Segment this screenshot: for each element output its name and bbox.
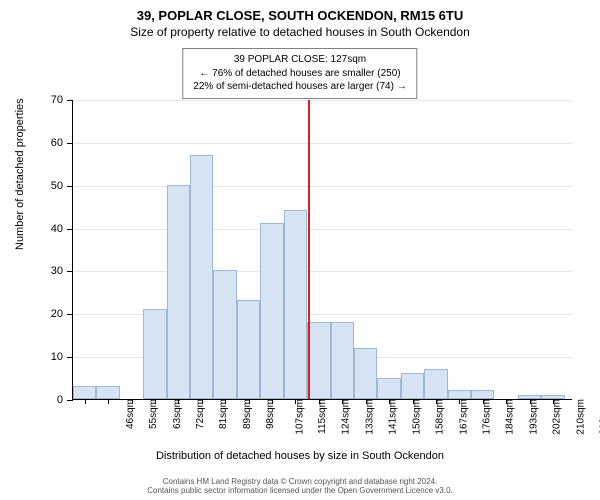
grid-line	[73, 143, 572, 144]
chart-container: 39, POPLAR CLOSE, SOUTH OCKENDON, RM15 6…	[0, 0, 600, 500]
info-box: 39 POPLAR CLOSE: 127sqm ← 76% of detache…	[182, 48, 417, 99]
histogram-bar	[260, 223, 283, 399]
y-tick-label: 0	[57, 394, 73, 406]
histogram-bar	[167, 185, 190, 399]
grid-line	[73, 100, 572, 101]
y-tick-label: 60	[51, 137, 73, 149]
grid-line	[73, 186, 572, 187]
x-tick-label: 107sqm	[288, 399, 305, 435]
x-tick	[366, 399, 367, 404]
x-tick-label: 167sqm	[452, 399, 469, 435]
histogram-bar	[284, 210, 307, 399]
x-tick	[459, 399, 460, 404]
grid-line	[73, 271, 572, 272]
x-tick	[389, 399, 390, 404]
x-tick	[506, 399, 507, 404]
chart-subtitle: Size of property relative to detached ho…	[0, 25, 600, 39]
histogram-bar	[401, 373, 424, 399]
x-tick	[85, 399, 86, 404]
histogram-bar	[354, 348, 377, 399]
y-tick-label: 10	[51, 351, 73, 363]
y-axis-title: Number of detached properties	[14, 98, 26, 250]
histogram-bar	[471, 390, 494, 399]
histogram-bar	[213, 270, 236, 399]
x-tick-label: 72sqm	[189, 399, 206, 429]
x-tick	[530, 399, 531, 404]
x-tick-label: 124sqm	[335, 399, 352, 435]
histogram-bar	[424, 369, 447, 399]
x-tick-label: 184sqm	[499, 399, 516, 435]
x-tick	[436, 399, 437, 404]
plot-area: 01020304050607046sqm55sqm63sqm72sqm81sqm…	[72, 100, 572, 400]
x-tick	[295, 399, 296, 404]
x-tick	[319, 399, 320, 404]
x-tick-label: 81sqm	[212, 399, 229, 429]
info-line-1: 39 POPLAR CLOSE: 127sqm	[193, 53, 406, 67]
x-tick-label: 46sqm	[119, 399, 136, 429]
y-tick-label: 40	[51, 223, 73, 235]
y-tick-label: 50	[51, 180, 73, 192]
x-tick-label: 219sqm	[593, 399, 600, 435]
x-tick	[178, 399, 179, 404]
histogram-bar	[96, 386, 119, 399]
x-tick	[155, 399, 156, 404]
x-axis-title: Distribution of detached houses by size …	[0, 450, 600, 462]
x-tick-label: 98sqm	[259, 399, 276, 429]
x-tick-label: 115sqm	[311, 399, 328, 434]
histogram-bar	[518, 395, 541, 399]
x-tick-label: 63sqm	[166, 399, 183, 429]
histogram-bar	[448, 390, 471, 399]
info-line-2: ← 76% of detached houses are smaller (25…	[193, 67, 406, 81]
x-tick	[249, 399, 250, 404]
grid-line	[73, 229, 572, 230]
x-tick	[272, 399, 273, 404]
x-tick-label: 89sqm	[236, 399, 253, 429]
histogram-bar	[307, 322, 330, 399]
chart-title: 39, POPLAR CLOSE, SOUTH OCKENDON, RM15 6…	[0, 0, 600, 23]
x-tick	[342, 399, 343, 404]
x-tick-label: 150sqm	[405, 399, 422, 435]
y-tick-label: 70	[51, 94, 73, 106]
histogram-bar	[331, 322, 354, 399]
info-line-3: 22% of semi-detached houses are larger (…	[193, 80, 406, 94]
histogram-bar	[237, 300, 260, 399]
chart-footer: Contains HM Land Registry data © Crown c…	[0, 477, 600, 496]
x-tick	[553, 399, 554, 404]
y-tick-label: 20	[51, 308, 73, 320]
x-tick-label: 210sqm	[569, 399, 586, 435]
x-tick-label: 158sqm	[429, 399, 446, 435]
x-tick	[108, 399, 109, 404]
x-tick-label: 193sqm	[522, 399, 539, 435]
x-tick-label: 141sqm	[382, 399, 399, 435]
histogram-bar	[143, 309, 166, 399]
histogram-bar	[73, 386, 96, 399]
x-tick-label: 133sqm	[358, 399, 375, 435]
x-tick-label: 176sqm	[476, 399, 493, 435]
x-tick	[225, 399, 226, 404]
histogram-bar	[377, 378, 400, 399]
footer-line-1: Contains HM Land Registry data © Crown c…	[0, 477, 600, 487]
x-tick	[132, 399, 133, 404]
x-tick-label: 202sqm	[546, 399, 563, 435]
x-tick	[413, 399, 414, 404]
y-tick-label: 30	[51, 265, 73, 277]
x-tick	[202, 399, 203, 404]
x-tick-label: 55sqm	[142, 399, 159, 429]
histogram-bar	[190, 155, 213, 399]
footer-line-2: Contains public sector information licen…	[0, 486, 600, 496]
marker-line	[308, 100, 310, 399]
histogram-bar	[541, 395, 564, 399]
x-tick	[483, 399, 484, 404]
